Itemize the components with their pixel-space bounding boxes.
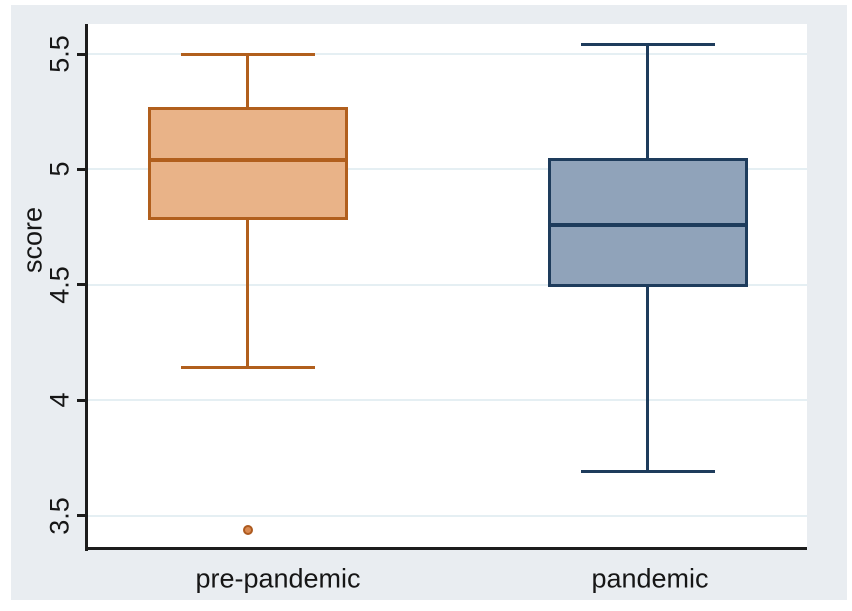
y-tick-mark [77, 514, 85, 518]
gridline [88, 168, 807, 171]
upper-whisker-stem-pre-pandemic [246, 54, 249, 108]
x-axis-line [85, 547, 807, 550]
gridline [88, 53, 807, 55]
y-axis-line [85, 24, 88, 551]
y-tick-label: 4 [44, 392, 75, 408]
y-tick-label: 5 [44, 161, 75, 177]
y-tick-mark [77, 167, 85, 171]
lower-whisker-cap-pre-pandemic [180, 366, 315, 370]
y-tick-label: 3.5 [44, 496, 75, 535]
y-tick-label: 5.5 [44, 35, 75, 73]
median-line-pandemic [547, 222, 748, 227]
y-tick-mark [77, 283, 85, 287]
x-tick-label: pandemic [591, 563, 709, 594]
median-line-pre-pandemic [147, 158, 348, 163]
gridline [88, 283, 807, 286]
lower-whisker-stem-pre-pandemic [246, 220, 249, 368]
lower-whisker-cap-pandemic [580, 470, 715, 474]
upper-whisker-stem-pandemic [646, 44, 649, 158]
upper-whisker-cap-pandemic [580, 43, 715, 47]
y-tick-mark [77, 52, 85, 56]
gridline [88, 399, 807, 402]
y-axis-title: score [17, 206, 48, 274]
y-tick-label: 4.5 [44, 266, 75, 304]
box-pandemic [547, 157, 748, 288]
upper-whisker-cap-pre-pandemic [180, 52, 315, 56]
lower-whisker-stem-pandemic [646, 287, 649, 472]
plot-region [88, 24, 807, 548]
box-pre-pandemic [147, 107, 348, 221]
y-tick-mark [77, 398, 85, 402]
x-tick-label: pre-pandemic [195, 563, 361, 594]
outlier-point [242, 524, 253, 535]
gridline [88, 514, 807, 517]
